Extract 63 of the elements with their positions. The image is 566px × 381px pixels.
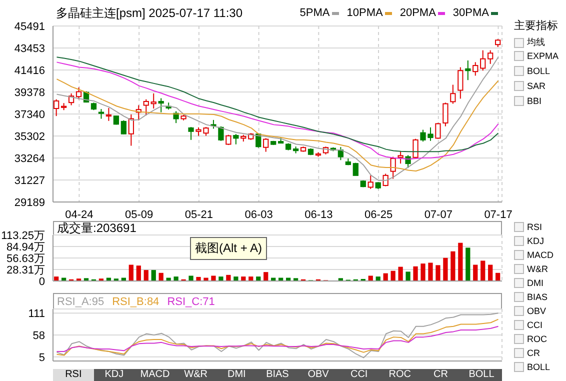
y-tick-label: 84.94万 [6,241,45,254]
text: 均线 [527,36,545,49]
y-tick-label: 56.63万 [6,252,45,265]
text: CR [527,348,540,358]
y-tick-label: 33264 [14,152,45,165]
y-tick-label: 31227 [14,174,45,187]
text: BOLL [527,362,550,372]
text: DMI [226,369,247,381]
legend-label: 20PMA [400,7,437,19]
text: EXPMA [527,51,559,61]
y-tick-label: 41416 [14,64,45,77]
x-tick-label: 05-09 [124,208,154,221]
text: KDJ [104,369,125,381]
legend-label: 10PMA [346,7,384,19]
y-tick-label: 28.31万 [6,264,45,276]
text: CCI [527,320,542,330]
text: MACD [139,369,171,381]
text: KDJ [527,236,544,246]
text: W&R [183,369,209,381]
chart-title: 成交量:203691 [57,220,136,237]
legend-label: RSI_A:95 [57,296,104,308]
text: BOLL [527,66,550,76]
x-tick-label: 06-25 [364,208,393,221]
y-tick-label: 5 [38,352,45,364]
text: OBV [527,306,546,316]
legend-label: 5PMA [300,7,331,19]
y-tick-label: 111 [28,308,45,320]
x-tick-label: 05-21 [184,208,213,221]
y-tick-label: 113.25万 [1,230,45,242]
text: BBI [527,96,542,106]
y-tick-label: 0 [38,276,45,288]
text: RSI [53,369,94,381]
y-tick-label: 58 [32,330,45,342]
x-tick-label: 07-07 [424,208,452,221]
chart-title: 多晶硅主连[psm] 2025-07-17 11:30 [56,4,243,22]
x-tick-label: 07-17 [484,208,512,221]
x-tick-label: 04-24 [65,208,94,221]
text: DMI [527,278,544,288]
text: BIAS [265,369,290,381]
legend-label: 30PMA [452,7,490,19]
text: CR [432,369,449,381]
y-tick-label: 45491 [14,20,45,33]
y-tick-label: 29189 [14,196,45,209]
text: BIAS [527,292,548,302]
y-tick-label: 39378 [14,86,45,99]
y-tick-label: 35302 [14,130,45,143]
text: SAR [527,81,546,91]
text: W&R [527,264,548,274]
text: RSI_C:71 [167,296,215,308]
text: RSI_B:84 [112,296,160,308]
annotation: 截图(Alt + A) [190,237,268,260]
x-tick-label: 06-13 [304,208,333,221]
text: CCI [349,369,369,381]
text: BOLL [468,369,496,381]
x-tick-label: 06-03 [244,208,273,221]
text: 主要指标 [514,18,558,33]
text: MACD [527,250,554,260]
text: RSI [527,222,542,232]
text: OBV [306,369,330,381]
y-tick-label: 43453 [14,42,45,55]
y-tick-label: 37340 [14,108,45,121]
text: ROC [388,369,412,381]
text: ROC [527,334,547,344]
